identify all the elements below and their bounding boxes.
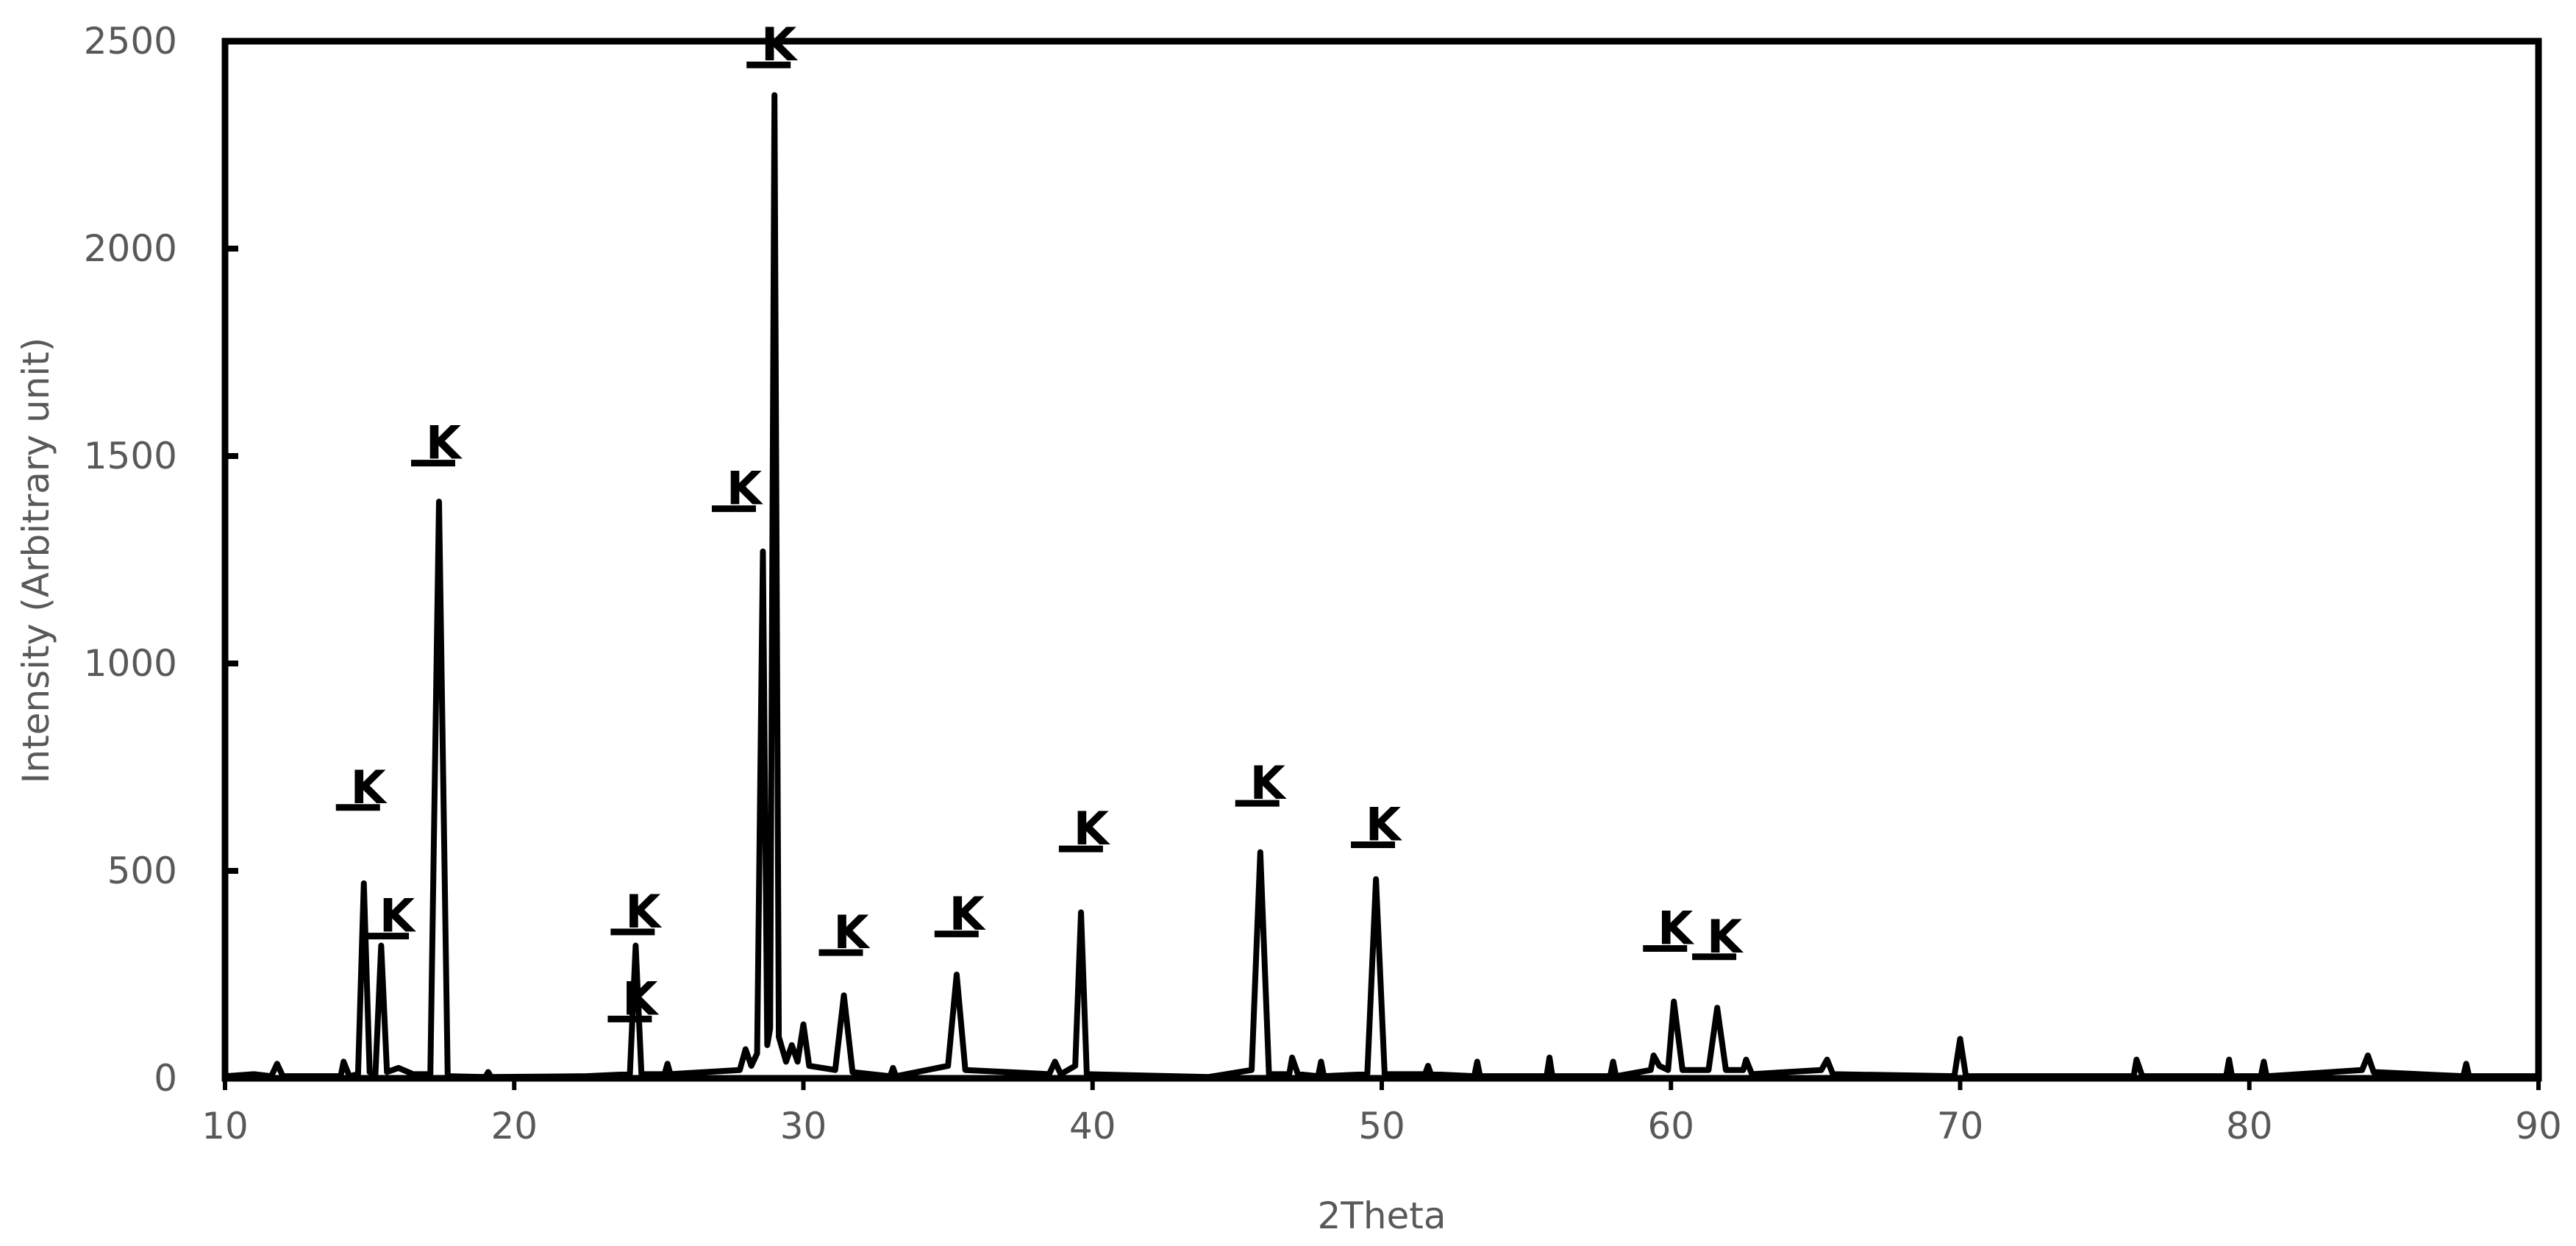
annotation: K (761, 18, 798, 71)
x-tick-label: 40 (1069, 1105, 1116, 1147)
x-tick-label: 70 (1937, 1105, 1984, 1147)
x-tick-label: 90 (2515, 1105, 2562, 1147)
y-tick-label: 2500 (84, 20, 177, 63)
annotation: K (1366, 798, 1402, 852)
y-tick-label: 0 (154, 1057, 177, 1100)
annotation: K (351, 761, 388, 814)
data-line (224, 92, 2538, 1081)
annotation: K (1658, 902, 1694, 955)
annotation: K (426, 416, 463, 470)
x-tick-label: 10 (201, 1105, 249, 1147)
plot-frame (221, 38, 2542, 1082)
x-axis-title: 2Theta (1317, 1195, 1446, 1237)
annotation: K (379, 889, 416, 943)
x-tick-label: 30 (780, 1105, 827, 1147)
y-tick-label: 1000 (84, 642, 177, 685)
annotation: K (1074, 802, 1110, 855)
y-axis-title: Intensity (Arbitrary unit) (15, 338, 57, 784)
x-tick-label: 80 (2226, 1105, 2273, 1147)
annotation: K (622, 972, 659, 1025)
y-tick-label: 1500 (84, 435, 177, 477)
annotation: K (1707, 910, 1744, 964)
annotation: K (1250, 756, 1287, 810)
x-tick-label: 50 (1358, 1105, 1405, 1147)
y-tick-label: 2000 (84, 227, 177, 270)
x-tick-label: 20 (490, 1105, 538, 1147)
x-tick-label: 60 (1647, 1105, 1694, 1147)
annotation: K (833, 905, 870, 959)
y-tick-label: 500 (107, 850, 177, 892)
annotation: K (625, 885, 662, 939)
annotation: K (949, 887, 986, 941)
annotation: K (727, 462, 763, 516)
